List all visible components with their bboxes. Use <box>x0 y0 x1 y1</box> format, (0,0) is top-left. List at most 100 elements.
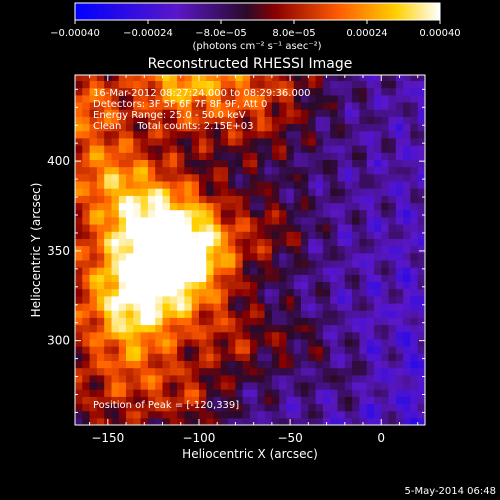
heatmap-cell <box>315 166 324 175</box>
heatmap-cell <box>96 403 105 412</box>
heatmap-cell <box>337 80 346 89</box>
heatmap-cell <box>286 188 295 196</box>
heatmap-cell <box>169 75 178 81</box>
heatmap-cell <box>111 180 120 189</box>
heatmap-cell <box>257 159 266 168</box>
heatmap-cell <box>199 173 207 182</box>
heatmap-cell <box>330 288 339 297</box>
heatmap-cell <box>410 310 419 318</box>
heatmap-cell <box>264 137 273 146</box>
heatmap-cell <box>89 238 98 247</box>
heatmap-cell <box>213 173 222 182</box>
heatmap-cell <box>293 166 302 175</box>
heatmap-cell <box>82 338 91 347</box>
heatmap-cell <box>140 310 149 318</box>
heatmap-cell <box>213 80 222 89</box>
heatmap-cell <box>322 224 331 232</box>
heatmap-cell <box>359 173 368 182</box>
heatmap-cell <box>111 267 120 275</box>
heatmap-cell <box>330 259 339 268</box>
heatmap-cell <box>417 267 425 275</box>
heatmap-cell <box>388 403 397 412</box>
heatmap-cell <box>257 123 266 132</box>
heatmap-cell <box>374 288 382 297</box>
heatmap-cell <box>126 288 134 297</box>
heatmap-cell <box>191 166 200 175</box>
heatmap-cell <box>75 259 83 268</box>
heatmap-cell <box>337 145 346 153</box>
heatmap-cell <box>147 410 156 419</box>
heatmap-cell <box>206 310 215 318</box>
heatmap-cell <box>322 152 331 160</box>
heatmap-cell <box>104 209 113 218</box>
heatmap-cell <box>322 267 331 275</box>
heatmap-cell <box>235 101 244 110</box>
heatmap-cell <box>147 116 156 125</box>
heatmap-cell <box>308 87 317 96</box>
heatmap-cell <box>410 159 419 168</box>
heatmap-cell <box>228 238 236 247</box>
heatmap-cell <box>155 94 164 103</box>
heatmap-cell <box>126 367 134 376</box>
heatmap-cell <box>147 331 156 340</box>
heatmap-cell <box>133 87 142 96</box>
heatmap-cell <box>301 166 309 175</box>
heatmap-cell <box>417 137 425 146</box>
heatmap-cell <box>250 116 258 125</box>
heatmap-cell <box>242 94 251 103</box>
heatmap-cell <box>293 116 302 125</box>
heatmap-cell <box>301 389 309 397</box>
heatmap-cell <box>206 224 215 232</box>
heatmap-cell <box>89 180 98 189</box>
heatmap-cell <box>228 374 236 383</box>
heatmap-cell <box>228 396 236 405</box>
heatmap-cell <box>315 188 324 196</box>
heatmap-cell <box>286 338 295 347</box>
heatmap-cell <box>169 116 178 125</box>
heatmap-cell <box>111 238 120 247</box>
heatmap-cell <box>352 188 360 196</box>
heatmap-cell <box>199 87 207 96</box>
heatmap-cell <box>359 324 368 333</box>
heatmap-cell <box>169 109 178 117</box>
heatmap-cell <box>417 224 425 232</box>
heatmap-cell <box>96 259 105 268</box>
heatmap-cell <box>366 123 375 132</box>
heatmap-cell <box>308 381 317 390</box>
heatmap-cell <box>286 389 295 397</box>
heatmap-cell <box>250 152 258 160</box>
heatmap-cell <box>155 173 164 182</box>
heatmap-cell <box>111 94 120 103</box>
heatmap-cell <box>235 281 244 290</box>
heatmap-cell <box>257 346 266 354</box>
heatmap-cell <box>388 281 397 290</box>
heatmap-cell <box>337 367 346 376</box>
heatmap-cell <box>82 417 91 425</box>
heatmap-cell <box>337 331 346 340</box>
heatmap-cell <box>279 130 288 139</box>
heatmap-cell <box>220 101 229 110</box>
heatmap-cell <box>330 80 339 89</box>
heatmap-cell <box>395 116 404 125</box>
heatmap-cell <box>293 252 302 261</box>
heatmap-cell <box>228 331 236 340</box>
heatmap-cell <box>126 202 134 211</box>
heatmap-cell <box>206 152 215 160</box>
heatmap-cell <box>257 396 266 405</box>
heatmap-cell <box>184 288 193 297</box>
heatmap-cell <box>169 259 178 268</box>
heatmap-cell <box>104 145 113 153</box>
heatmap-cell <box>286 152 295 160</box>
heatmap-cell <box>337 374 346 383</box>
heatmap-cell <box>184 87 193 96</box>
heatmap-cell <box>315 180 324 189</box>
heatmap-cell <box>242 166 251 175</box>
heatmap-cell <box>89 317 98 326</box>
heatmap-cell <box>169 381 178 390</box>
heatmap-cell <box>271 259 280 268</box>
heatmap-cell <box>352 252 360 261</box>
heatmap-cell <box>374 245 382 254</box>
heatmap-cell <box>366 360 375 369</box>
heatmap-cell <box>118 417 127 425</box>
heatmap-cell <box>96 209 105 218</box>
